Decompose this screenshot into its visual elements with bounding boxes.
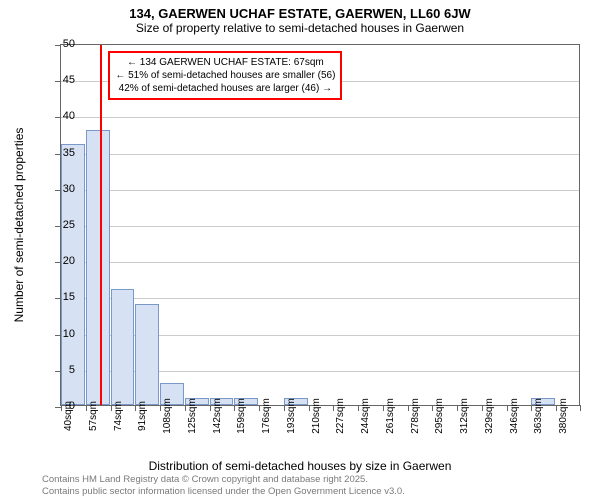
y-tick [55,117,61,118]
x-tick-label: 312sqm [459,398,470,434]
x-tick-label: 261sqm [385,398,396,434]
y-tick-label: 25 [63,219,75,231]
x-tick-label: 363sqm [533,398,544,434]
highlight-marker-line [100,45,102,405]
gridline [61,298,579,299]
x-tick [284,405,285,411]
chart-title-main: 134, GAERWEN UCHAF ESTATE, GAERWEN, LL60… [0,0,600,21]
y-tick-label: 35 [63,147,75,159]
y-tick-label: 5 [69,364,75,376]
y-axis-label: Number of semi-detached properties [12,128,26,323]
x-tick [408,405,409,411]
footer-line-2: Contains public sector information licen… [42,486,405,497]
x-tick-label: 295sqm [434,398,445,434]
gridline [61,262,579,263]
x-tick-label: 57sqm [88,401,99,431]
y-tick-label: 30 [63,183,75,195]
y-tick-label: 40 [63,110,75,122]
x-tick-label: 278sqm [410,398,421,434]
gridline [61,154,579,155]
x-tick-label: 108sqm [162,398,173,434]
y-tick-label: 45 [63,74,75,86]
annotation-line: ← 51% of semi-detached houses are smalle… [115,69,335,82]
y-tick-label: 50 [63,38,75,50]
x-tick-label: 159sqm [236,398,247,434]
x-tick-label: 91sqm [137,401,148,431]
x-tick [482,405,483,411]
x-tick-label: 346sqm [509,398,520,434]
gridline [61,226,579,227]
x-tick [185,405,186,411]
x-tick [309,405,310,411]
y-tick-label: 15 [63,291,75,303]
chart-title-sub: Size of property relative to semi-detach… [0,21,600,39]
histogram-bar [135,304,159,405]
x-tick [86,405,87,411]
x-tick-label: 125sqm [187,398,198,434]
x-tick-label: 380sqm [558,398,569,434]
x-tick-label: 176sqm [261,398,272,434]
y-tick-label: 10 [63,328,75,340]
x-tick [358,405,359,411]
x-tick-label: 329sqm [484,398,495,434]
annotation-line: 42% of semi-detached houses are larger (… [115,82,335,95]
annotation-box: ← 134 GAERWEN UCHAF ESTATE: 67sqm← 51% o… [108,51,342,100]
chart-container: 134, GAERWEN UCHAF ESTATE, GAERWEN, LL60… [0,0,600,500]
gridline [61,117,579,118]
histogram-bar [86,130,110,405]
x-tick [383,405,384,411]
plot-area: ← 134 GAERWEN UCHAF ESTATE: 67sqm← 51% o… [60,44,580,406]
x-tick-label: 142sqm [212,398,223,434]
x-tick [507,405,508,411]
x-tick-label: 227sqm [335,398,346,434]
histogram-bar [111,289,135,405]
x-tick [160,405,161,411]
x-tick [111,405,112,411]
y-tick [55,45,61,46]
x-tick-label: 210sqm [311,398,322,434]
x-tick [259,405,260,411]
x-tick [210,405,211,411]
footer-attribution: Contains HM Land Registry data © Crown c… [42,474,405,497]
y-tick [55,81,61,82]
x-tick-label: 244sqm [360,398,371,434]
x-axis-label: Distribution of semi-detached houses by … [0,459,600,473]
y-tick-label: 20 [63,255,75,267]
x-tick [580,405,581,411]
x-tick-label: 193sqm [286,398,297,434]
x-tick-label: 40sqm [63,401,74,431]
gridline [61,190,579,191]
x-tick [61,405,62,411]
x-tick-label: 74sqm [113,401,124,431]
annotation-line: ← 134 GAERWEN UCHAF ESTATE: 67sqm [115,56,335,69]
footer-line-1: Contains HM Land Registry data © Crown c… [42,474,405,485]
